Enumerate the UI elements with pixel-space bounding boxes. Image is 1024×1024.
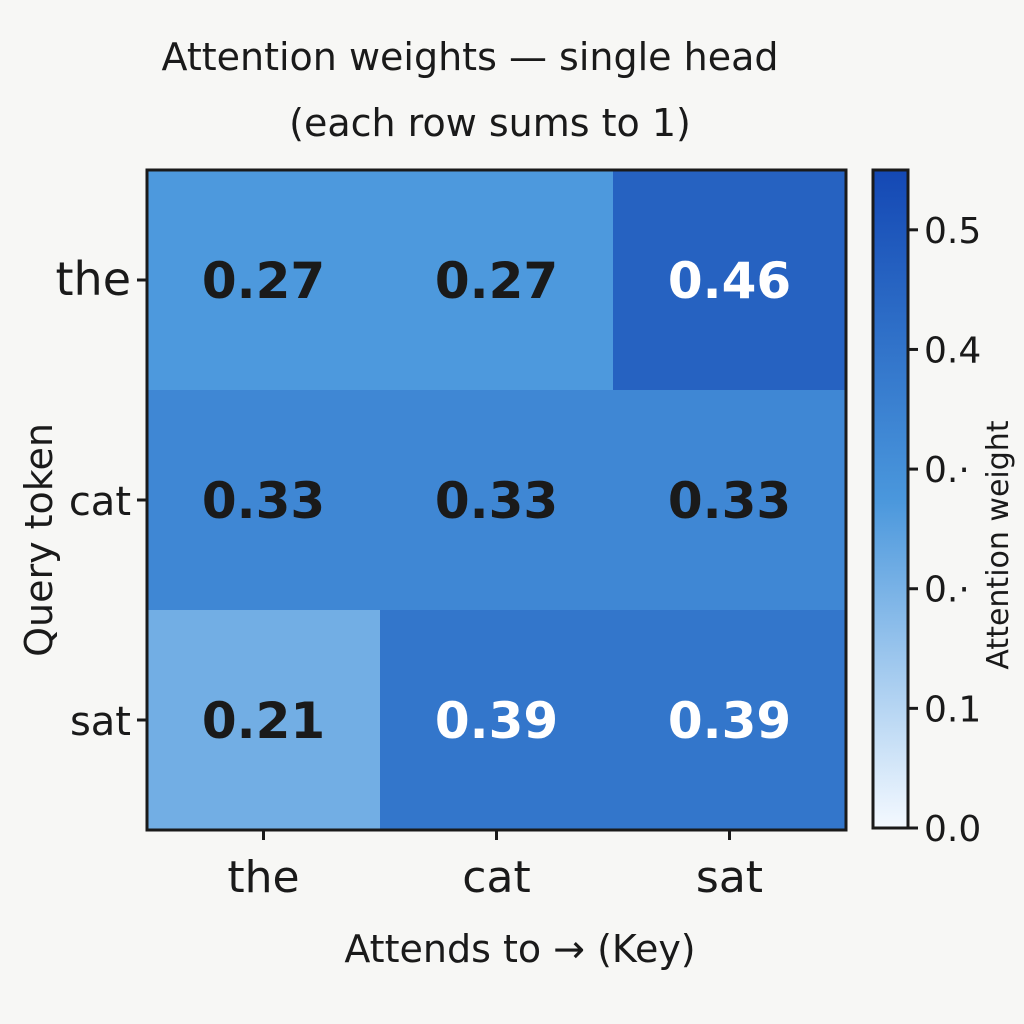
heatmap-cell-the-the [147,170,381,391]
cell-value-label: 0.27 [202,252,325,310]
heatmap-cell-the-cat [380,170,614,391]
heatmap-cell-sat-sat [613,610,847,831]
colorbar [871,168,910,830]
cell-value-label: 0.39 [435,692,558,750]
colorbar-tick-label: 0.5 [924,211,981,252]
cell-value-label: 0.39 [668,692,791,750]
heatmap-cells [147,170,847,831]
colorbar-tick-label: 0.0 [924,809,981,850]
heatmap-cell-labels: 0.27 0.27 0.46 0.33 0.33 0.33 0.21 0.39 0.39 [202,252,791,750]
x-tick-label: the [227,852,299,903]
x-axis-ticks: the cat sat [227,830,763,903]
y-tick-label: the [56,252,132,306]
x-axis-label: Attends to → (Key) [344,927,695,971]
cell-value-label: 0.21 [202,692,325,750]
y-tick-label: cat [69,479,131,525]
cell-value-label: 0.27 [435,252,558,310]
cell-value-label: 0.33 [435,472,558,530]
heatmap-cell-cat-the [147,390,381,611]
colorbar-tick-label: 0.4 [924,330,981,371]
chart-title: Attention weights — single head [162,35,779,79]
x-tick-label: sat [696,852,763,903]
heatmap-cell-the-sat [613,170,847,391]
x-tick-label: cat [462,852,530,903]
heatmap-cell-cat-sat [613,390,847,611]
colorbar-ticks: 0.0 0.1 0.· 0.· 0.4 0.5 [908,211,981,850]
y-tick-label: sat [70,699,131,745]
colorbar-label: Attention weight [981,420,1016,669]
chart-subtitle: (each row sums to 1) [289,101,691,145]
cell-value-label: 0.33 [202,472,325,530]
heatmap-cell-sat-the [147,610,381,831]
heatmap-cell-sat-cat [380,610,614,831]
colorbar-tick-label: 0.· [924,570,970,611]
heatmap-cell-cat-cat [380,390,614,611]
colorbar-tick-label: 0.· [924,450,970,491]
y-axis-label: Query token [17,423,61,657]
y-axis-ticks: the cat sat [56,252,147,745]
cell-value-label: 0.46 [668,252,791,310]
colorbar-tick-label: 0.1 [924,689,981,730]
cell-value-label: 0.33 [668,472,791,530]
